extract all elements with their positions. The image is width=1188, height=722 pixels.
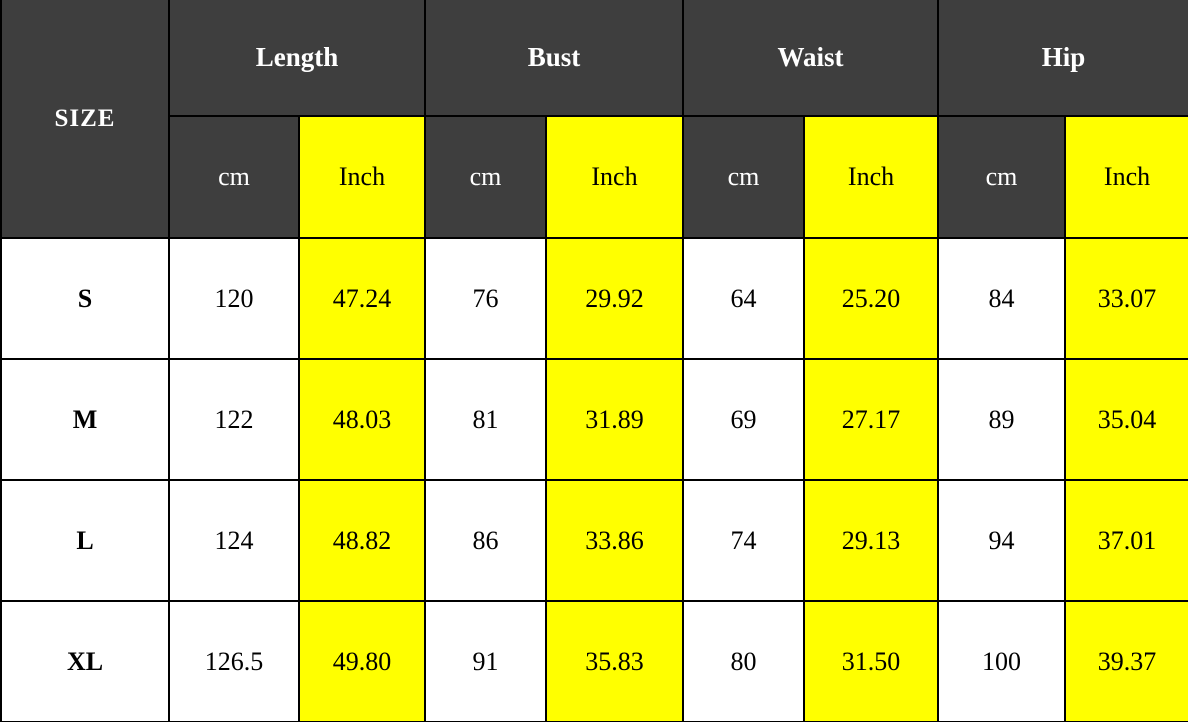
value-cell-hip-inch: 33.07 bbox=[1064, 237, 1188, 360]
value-cell-length-inch: 47.24 bbox=[298, 237, 426, 360]
value-cell-bust-cm: 81 bbox=[424, 358, 547, 481]
value-cell-hip-cm: 100 bbox=[937, 600, 1067, 722]
table-row-l: L 124 48.82 86 33.86 74 29.13 94 37.01 bbox=[0, 479, 1188, 602]
unit-header-bust-cm: cm bbox=[424, 115, 547, 239]
unit-header-waist-cm: cm bbox=[682, 115, 805, 239]
table-row-xl: XL 126.5 49.80 91 35.83 80 31.50 100 39.… bbox=[0, 600, 1188, 722]
unit-header-bust-inch: Inch bbox=[545, 115, 684, 239]
value-cell-length-inch: 48.82 bbox=[298, 479, 426, 602]
value-cell-bust-inch: 33.86 bbox=[545, 479, 684, 602]
group-header-hip: Hip bbox=[937, 0, 1188, 117]
value-cell-waist-inch: 27.17 bbox=[802, 358, 940, 481]
corner-size-header: SIZE bbox=[0, 0, 170, 239]
value-cell-waist-inch: 25.20 bbox=[802, 237, 940, 360]
value-cell-length-inch: 49.80 bbox=[298, 600, 426, 722]
value-cell-length-cm: 124 bbox=[168, 479, 300, 602]
value-cell-bust-inch: 31.89 bbox=[545, 358, 684, 481]
value-cell-length-cm: 126.5 bbox=[168, 600, 300, 722]
value-cell-hip-inch: 39.37 bbox=[1064, 600, 1188, 722]
unit-header-length-inch: Inch bbox=[298, 115, 426, 239]
value-cell-waist-inch: 29.13 bbox=[802, 479, 940, 602]
header-row-units: cm Inch cm Inch cm Inch cm Inch bbox=[1, 115, 1188, 239]
size-cell: XL bbox=[0, 600, 170, 722]
value-cell-waist-cm: 80 bbox=[682, 600, 805, 722]
value-cell-bust-inch: 35.83 bbox=[545, 600, 684, 722]
value-cell-bust-inch: 29.92 bbox=[545, 237, 684, 360]
table-row-s: S 120 47.24 76 29.92 64 25.20 84 33.07 bbox=[0, 237, 1188, 360]
value-cell-length-cm: 120 bbox=[168, 237, 300, 360]
value-cell-hip-cm: 94 bbox=[937, 479, 1067, 602]
value-cell-hip-cm: 89 bbox=[937, 358, 1067, 481]
value-cell-hip-inch: 35.04 bbox=[1064, 358, 1188, 481]
table-row-m: M 122 48.03 81 31.89 69 27.17 89 35.04 bbox=[0, 358, 1188, 481]
value-cell-waist-cm: 69 bbox=[682, 358, 805, 481]
value-cell-hip-cm: 84 bbox=[937, 237, 1067, 360]
size-cell: L bbox=[0, 479, 170, 602]
size-cell: S bbox=[0, 237, 170, 360]
size-cell: M bbox=[0, 358, 170, 481]
header-row-groups: SIZE Length Bust Waist Hip bbox=[0, 0, 1188, 239]
value-cell-waist-inch: 31.50 bbox=[802, 600, 940, 722]
value-cell-length-cm: 122 bbox=[168, 358, 300, 481]
group-header-waist: Waist bbox=[681, 0, 940, 117]
value-cell-bust-cm: 76 bbox=[424, 237, 547, 360]
unit-header-length-cm: cm bbox=[168, 115, 300, 239]
value-cell-bust-cm: 91 bbox=[424, 600, 547, 722]
group-header-bust: Bust bbox=[424, 0, 684, 117]
value-cell-length-inch: 48.03 bbox=[298, 358, 426, 481]
unit-header-hip-cm: cm bbox=[937, 115, 1067, 239]
group-header-length: Length bbox=[168, 0, 426, 117]
value-cell-hip-inch: 37.01 bbox=[1064, 479, 1188, 602]
unit-header-hip-inch: Inch bbox=[1064, 115, 1188, 239]
value-cell-waist-cm: 64 bbox=[682, 237, 805, 360]
unit-header-waist-inch: Inch bbox=[802, 115, 940, 239]
value-cell-bust-cm: 86 bbox=[424, 479, 547, 602]
value-cell-waist-cm: 74 bbox=[682, 479, 805, 602]
